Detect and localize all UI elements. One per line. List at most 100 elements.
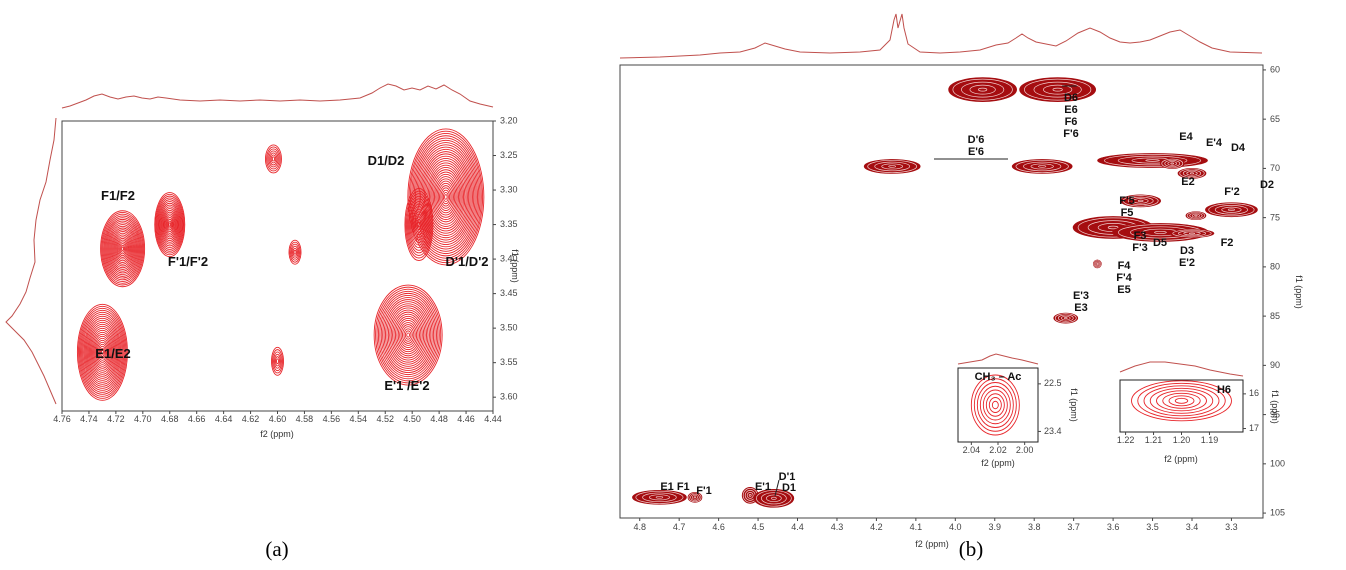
contour-level <box>380 295 436 376</box>
contour-level <box>105 218 141 279</box>
contour-level <box>293 249 297 255</box>
contour-level <box>692 495 698 499</box>
contour-level <box>870 160 914 173</box>
contour-level <box>412 208 426 241</box>
contour-level <box>426 162 466 232</box>
panel-a-peak <box>76 303 128 401</box>
contour-level <box>1137 382 1226 419</box>
contour-level <box>1094 261 1100 267</box>
panel-b-peak <box>753 488 795 508</box>
contour-level <box>638 491 681 503</box>
panel-b-peak <box>632 489 687 505</box>
contour-level <box>1110 154 1195 167</box>
contour-level <box>389 307 428 363</box>
contour-level <box>1183 231 1201 236</box>
x-tick-label: 4.74 <box>80 414 98 424</box>
peak-label: F'5 F5 <box>1119 195 1134 219</box>
y-tick-label: 90 <box>1270 360 1280 370</box>
contour-level <box>1094 261 1101 267</box>
contour-level <box>985 393 1005 417</box>
y-tick-label: 3.20 <box>500 115 518 125</box>
peak-label-line: F'2 <box>1224 186 1239 198</box>
peak-label: D'1 <box>779 471 796 483</box>
contour-level <box>991 400 999 410</box>
y-tick-label: 80 <box>1270 262 1280 272</box>
contour-level <box>272 349 283 374</box>
contour-level <box>100 210 146 288</box>
panel-a-contours <box>76 128 485 401</box>
contour-level <box>415 142 477 252</box>
contour-level <box>268 150 279 168</box>
contour-level <box>1117 155 1188 166</box>
contour-level <box>439 185 453 209</box>
x-tick-label: 3.4 <box>1186 522 1199 532</box>
contour-level <box>428 167 463 227</box>
contour-level <box>1143 385 1220 417</box>
panel-label-a: (a) <box>265 537 288 561</box>
y-tick-label: 60 <box>1270 65 1280 75</box>
contour-level <box>1093 260 1102 268</box>
inset-h6-projection <box>1119 361 1244 377</box>
contour-level <box>745 491 755 500</box>
inset-ch3-ac-contours <box>970 374 1020 436</box>
contour-level <box>383 299 433 371</box>
contour-level <box>1191 213 1201 218</box>
contour-level <box>1047 86 1068 93</box>
contour-level <box>267 148 280 170</box>
panel-label-b: (b) <box>959 537 984 561</box>
contour-level <box>1093 260 1101 268</box>
contour-level <box>436 180 456 214</box>
contour-level <box>1172 229 1212 238</box>
contour-level <box>404 188 434 262</box>
contour-level <box>159 202 181 247</box>
panel-a-peak <box>373 284 443 386</box>
contour-level <box>881 163 904 170</box>
contour-level <box>376 288 440 382</box>
peak-label: E2 <box>1181 176 1194 188</box>
contour-level <box>402 326 415 344</box>
panel-a-top-projection <box>61 83 494 109</box>
x-tick-label: 1.22 <box>1117 435 1135 445</box>
x-tick-label: 2.00 <box>1016 445 1034 455</box>
peak-label: F1/F2 <box>101 188 135 203</box>
contour-level <box>645 493 674 502</box>
panel-a-x-axis: 4.76 4.74 4.72 4.70 4.68 4.66 4.64 4.62 4.60 4.58… <box>53 411 502 424</box>
contour-level <box>99 347 105 357</box>
x-tick-label: 1.21 <box>1145 435 1163 445</box>
panel-a-left-projection <box>5 117 57 405</box>
x-tick-label: 4.54 <box>350 414 368 424</box>
contour-level <box>965 83 1000 96</box>
inset-ch3-ac-ylabel: f1 (ppm) <box>1069 388 1079 422</box>
panel-b-peak <box>1159 158 1185 169</box>
x-tick-label: 4.0 <box>949 522 962 532</box>
contour-level <box>289 241 301 263</box>
contour-level <box>400 324 416 346</box>
contour-level <box>387 305 429 365</box>
contour-level <box>1107 225 1119 230</box>
x-tick-label: 4.52 <box>376 414 394 424</box>
contour-level <box>988 397 1002 413</box>
contour-level <box>1156 390 1207 412</box>
y-tick-label: 17 <box>1249 423 1259 433</box>
contour-level <box>1227 208 1236 211</box>
peak-label-line: F3 <box>1134 230 1147 242</box>
peak-label-line: F'3 <box>1132 242 1147 254</box>
contour-level <box>95 339 110 365</box>
panel-b-y-axis: 60 65 70 75 80 85 90 95 100 105 <box>1263 65 1285 518</box>
contour-level <box>961 81 1005 98</box>
contour-level <box>417 146 475 248</box>
contour-level <box>165 217 174 233</box>
contour-level <box>1186 211 1206 220</box>
contour-level <box>80 309 125 395</box>
contour-level <box>406 332 411 338</box>
peak-label-line: F4 <box>1118 260 1132 272</box>
panel-b-peak <box>1185 211 1207 221</box>
contour-level <box>84 317 121 387</box>
peak-label: E'3 E3 <box>1073 290 1089 314</box>
contour-level <box>117 239 129 258</box>
panel-b-peak <box>1053 312 1079 324</box>
panel-a-peak-labels: F1/F2 F'1/F'2 E1/E2 D1/D2 D'1/D'2 E'1 /E'2 <box>95 153 488 393</box>
panel-b-peak <box>1177 167 1207 179</box>
contour-level <box>121 246 125 251</box>
